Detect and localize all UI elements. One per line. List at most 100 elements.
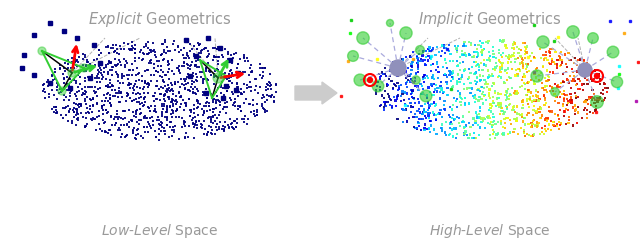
Point	[398, 120, 408, 124]
Point	[198, 90, 209, 94]
Point	[132, 100, 143, 104]
Point	[561, 62, 571, 66]
Point	[453, 72, 463, 76]
Point	[42, 80, 52, 84]
Point	[81, 64, 91, 68]
Point	[127, 99, 137, 103]
Point	[209, 82, 220, 86]
Point	[572, 121, 582, 125]
Point	[85, 97, 95, 101]
Point	[455, 124, 465, 128]
Point	[60, 106, 70, 110]
Point	[526, 78, 536, 82]
Point	[460, 129, 470, 133]
Point	[236, 91, 246, 95]
Point	[221, 85, 231, 89]
Point	[207, 110, 218, 114]
Point	[589, 96, 599, 100]
Point	[589, 92, 599, 96]
Point	[261, 97, 271, 101]
Point	[212, 47, 222, 51]
Point	[424, 48, 435, 52]
Point	[179, 120, 189, 124]
Point	[447, 134, 458, 138]
Point	[392, 81, 403, 85]
Point	[555, 90, 565, 94]
Point	[443, 47, 453, 51]
Point	[175, 95, 186, 99]
Point	[467, 65, 477, 69]
Point	[477, 85, 488, 89]
Point	[198, 81, 208, 85]
Point	[375, 88, 385, 92]
Point	[143, 85, 153, 89]
Point	[500, 68, 511, 72]
Point	[186, 118, 196, 122]
Point	[488, 101, 499, 105]
Point	[391, 84, 401, 88]
Point	[122, 133, 132, 137]
Point	[109, 49, 120, 53]
Point	[204, 104, 214, 108]
Point	[96, 51, 106, 55]
Point	[475, 116, 485, 120]
Point	[252, 102, 262, 106]
Point	[160, 92, 170, 96]
Point	[514, 67, 524, 71]
Point	[106, 103, 116, 107]
Point	[583, 71, 593, 75]
Point	[436, 54, 446, 58]
Point	[529, 108, 539, 112]
Point	[447, 122, 458, 125]
Point	[409, 58, 419, 62]
Point	[202, 56, 212, 60]
Point	[488, 45, 498, 49]
Point	[116, 91, 127, 95]
Point	[433, 112, 443, 116]
Point	[545, 84, 556, 88]
Point	[190, 115, 200, 119]
Point	[67, 60, 77, 64]
Point	[79, 92, 89, 96]
Point	[495, 101, 505, 105]
Point	[545, 89, 555, 93]
Point	[110, 49, 120, 53]
Point	[193, 41, 203, 45]
Point	[552, 58, 563, 62]
Point	[150, 69, 161, 73]
Point	[534, 122, 545, 125]
Point	[141, 116, 151, 120]
Point	[477, 68, 488, 72]
Point	[54, 66, 65, 70]
Point	[545, 70, 555, 74]
Point	[440, 51, 450, 55]
Point	[560, 93, 570, 97]
Point	[148, 119, 159, 123]
Point	[410, 112, 420, 116]
Point	[59, 81, 69, 85]
Point	[232, 82, 242, 86]
Point	[514, 112, 524, 116]
Point	[208, 107, 218, 111]
Point	[229, 127, 239, 131]
Point	[582, 108, 592, 112]
Point	[220, 120, 230, 124]
Point	[180, 120, 190, 124]
Point	[95, 86, 105, 90]
Point	[584, 64, 594, 68]
Circle shape	[367, 77, 372, 83]
Point	[172, 66, 182, 70]
Point	[116, 135, 126, 139]
Point	[183, 40, 193, 44]
Point	[214, 113, 224, 117]
Point	[266, 95, 276, 99]
Point	[167, 83, 177, 87]
Point	[141, 42, 152, 46]
Point	[512, 45, 522, 49]
Point	[81, 111, 92, 115]
Point	[150, 135, 161, 139]
Point	[439, 107, 449, 111]
Point	[143, 130, 153, 134]
Point	[520, 134, 530, 138]
Point	[445, 52, 456, 56]
